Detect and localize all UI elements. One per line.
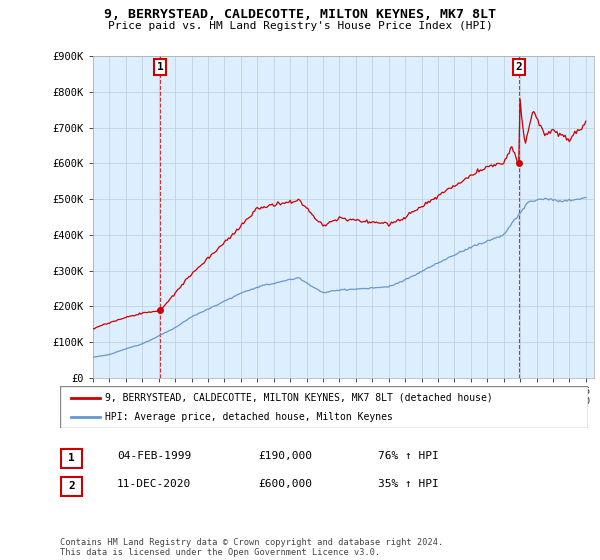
FancyBboxPatch shape	[61, 477, 82, 496]
Text: HPI: Average price, detached house, Milton Keynes: HPI: Average price, detached house, Milt…	[105, 412, 393, 422]
Text: 76% ↑ HPI: 76% ↑ HPI	[378, 451, 439, 461]
Text: 2: 2	[68, 481, 75, 491]
Text: 35% ↑ HPI: 35% ↑ HPI	[378, 479, 439, 489]
Text: 1: 1	[157, 62, 164, 72]
Text: Contains HM Land Registry data © Crown copyright and database right 2024.
This d: Contains HM Land Registry data © Crown c…	[60, 538, 443, 557]
Text: Price paid vs. HM Land Registry's House Price Index (HPI): Price paid vs. HM Land Registry's House …	[107, 21, 493, 31]
Text: 9, BERRYSTEAD, CALDECOTTE, MILTON KEYNES, MK7 8LT: 9, BERRYSTEAD, CALDECOTTE, MILTON KEYNES…	[104, 8, 496, 21]
Text: 04-FEB-1999: 04-FEB-1999	[117, 451, 191, 461]
Text: £190,000: £190,000	[258, 451, 312, 461]
Text: 9, BERRYSTEAD, CALDECOTTE, MILTON KEYNES, MK7 8LT (detached house): 9, BERRYSTEAD, CALDECOTTE, MILTON KEYNES…	[105, 393, 493, 403]
Text: 11-DEC-2020: 11-DEC-2020	[117, 479, 191, 489]
Text: £600,000: £600,000	[258, 479, 312, 489]
FancyBboxPatch shape	[61, 449, 82, 468]
Text: 1: 1	[68, 453, 75, 463]
Text: 2: 2	[516, 62, 523, 72]
